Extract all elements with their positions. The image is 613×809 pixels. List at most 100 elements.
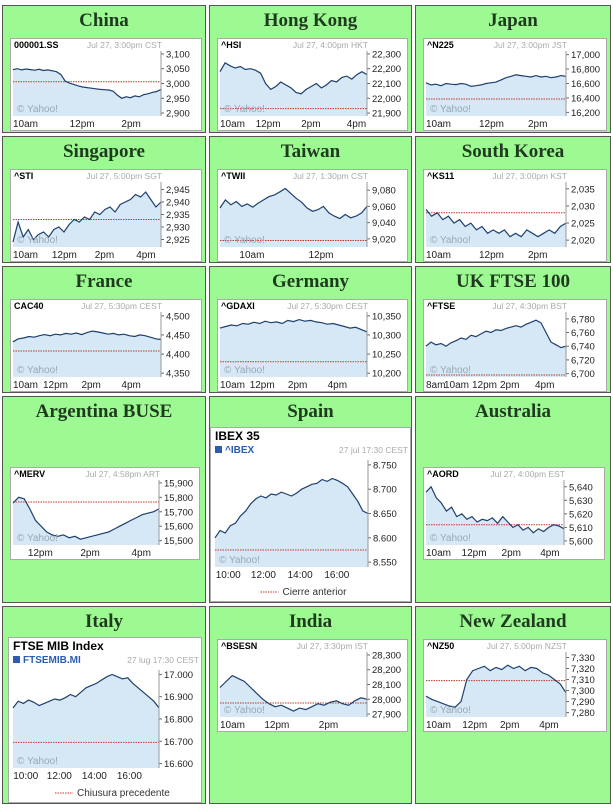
price-line (219, 61, 368, 95)
y-tick-label: 16,200 (571, 108, 600, 119)
market-cell-uk: UK FTSE 100 ^FTSE Jul 27, 4:30pm BST 6,780 6… (415, 266, 611, 393)
quote-date: Jul 27, 4:30pm BST (492, 301, 567, 311)
area-fill (426, 320, 566, 377)
y-tick-label: 3,100 (166, 49, 190, 60)
y-tick-label: 9,080 (372, 186, 396, 197)
y-tick-label: 7,320 (571, 664, 595, 675)
chart-panel[interactable]: ^NZ50 Jul 27, 5:00pm NZST 7,330 7,320 7,310 7… (423, 639, 607, 732)
ticker-symbol: ^NZ50 (427, 641, 454, 651)
y-tick-label: 16,400 (571, 93, 600, 104)
market-title[interactable]: Hong Kong (263, 10, 358, 31)
chart-panel[interactable]: ^HSI Jul 27, 4:00pm HKT 22,300 22,200 22,100… (217, 38, 408, 131)
market-title[interactable]: Japan (488, 10, 538, 31)
price-line (12, 191, 162, 243)
market-title[interactable]: New Zealand (459, 611, 567, 632)
x-tick-label: 10am (220, 380, 245, 391)
ticker-symbol: ^GDAXI (221, 301, 255, 311)
chart-panel[interactable]: ^GDAXI Jul 27, 5:30pm CEST 10,350 10,300 10,… (217, 299, 408, 392)
market-title[interactable]: France (75, 271, 133, 292)
x-tick-label: 10am (426, 548, 451, 559)
ticker-symbol: ^KS11 (427, 171, 454, 181)
quote-date: Jul 27, 4:00pm HKT (293, 40, 368, 50)
price-line (425, 209, 567, 238)
y-tick-label: 3,050 (166, 64, 190, 75)
chart-panel[interactable]: ^KS11 Jul 27, 3:00pm KST 2,035 2,030 2,025 2,… (423, 169, 607, 262)
y-tick-label: 15,900 (164, 478, 193, 489)
market-title[interactable]: Spain (287, 401, 334, 422)
ticker-symbol: ^BSESN (221, 641, 257, 651)
y-tick-label: 4,400 (166, 350, 190, 361)
market-cell-newzealand: New Zealand ^NZ50 Jul 27, 5:00pm NZST 7,330… (415, 606, 611, 804)
chart-panel[interactable]: FTSE MIB Index FTSEMIB.MI 27 lug 17:30 CES… (8, 637, 202, 803)
y-tick-label: 9,020 (372, 234, 396, 245)
x-tick-label: 10am (13, 380, 38, 391)
price-line (12, 496, 160, 540)
ticker-symbol: ^N225 (427, 40, 454, 50)
area-fill (13, 497, 159, 545)
ticker-symbol: 000001.SS (14, 40, 59, 50)
market-chart-germany: ^GDAXI Jul 27, 5:30pm CEST 10,350 10,300 10,… (219, 301, 401, 391)
market-title[interactable]: Taiwan (280, 141, 341, 162)
market-cell-germany: Germany ^GDAXI Jul 27, 5:30pm CEST 10,350 10… (209, 266, 412, 393)
x-tick-label: 10am (220, 720, 245, 731)
market-title[interactable]: Australia (475, 401, 551, 422)
y-tick-label: 5,630 (569, 496, 593, 507)
market-chart-southkorea: ^KS11 Jul 27, 3:00pm KST 2,035 2,030 2,025 2,… (425, 171, 595, 261)
x-tick-label: 14:00 (82, 771, 107, 782)
y-tick-label: 2,950 (166, 94, 190, 105)
chart-panel[interactable]: ^STI Jul 27, 5:00pm SGT 2,945 2,940 2,935 2,9… (10, 169, 202, 262)
market-title[interactable]: China (79, 10, 129, 31)
x-tick-label: 2pm (500, 720, 519, 731)
quote-date: Jul 27, 5:00pm SGT (86, 171, 162, 181)
market-title[interactable]: India (288, 611, 333, 632)
chart-panel[interactable]: ^FTSE Jul 27, 4:30pm BST 6,780 6,760 6,740 6,… (423, 299, 607, 392)
market-title[interactable]: Germany (271, 271, 350, 292)
y-tick-label: 2,030 (571, 201, 595, 212)
index-name: IBEX 35 (215, 429, 260, 443)
quote-date: 27 lug 17:30 CEST (127, 655, 199, 665)
market-title[interactable]: UK FTSE 100 (455, 271, 571, 292)
market-cell-india: India ^BSESN Jul 27, 3:30pm IST 28,300 28,20… (209, 606, 412, 804)
market-title[interactable]: South Korea (461, 141, 565, 162)
x-tick-label: 16:00 (324, 570, 349, 581)
x-tick-label: 10am (426, 250, 451, 261)
y-tick-label: 15,600 (164, 522, 193, 533)
y-tick-label: 22,100 (372, 79, 401, 90)
x-tick-label: 4pm (136, 250, 155, 261)
x-tick-label: 12pm (43, 380, 68, 391)
chart-panel[interactable]: ^N225 Jul 27, 3:00pm JST 17,000 16,800 16,60… (423, 38, 607, 131)
chart-panel[interactable]: IBEX 35 ^IBEX 27 jul 17:30 CEST 8.750 8.700 8… (210, 427, 411, 602)
x-tick-label: 2pm (528, 250, 547, 261)
y-tick-label: 8.600 (373, 533, 397, 544)
quote-date: Jul 27, 3:00pm KST (492, 171, 567, 181)
chart-panel[interactable]: 000001.SS Jul 27, 3:00pm CST 3,100 3,050 3,0… (10, 38, 202, 131)
yahoo-watermark: © Yahoo! (430, 533, 471, 544)
y-tick-label: 7,290 (571, 697, 595, 708)
price-line (214, 477, 369, 539)
y-tick-label: 2,020 (571, 236, 595, 247)
chart-panel[interactable]: ^BSESN Jul 27, 3:30pm IST 28,300 28,200 28,1… (217, 639, 408, 732)
yahoo-watermark: © Yahoo! (17, 756, 58, 767)
market-title[interactable]: Italy (85, 611, 123, 632)
price-line (425, 319, 567, 349)
y-tick-label: 22,000 (372, 94, 401, 105)
x-tick-label: 12pm (250, 380, 275, 391)
market-title[interactable]: Argentina BUSE (35, 401, 173, 422)
market-title[interactable]: Singapore (62, 141, 145, 162)
chart-panel[interactable]: CAC40 Jul 27, 5:30pm CEST 4,500 4,450 4,400 4… (10, 299, 202, 392)
x-tick-label: 2pm (528, 119, 547, 130)
chart-panel[interactable]: ^MERV Jul 27, 4:58pm ART 15,900 15,800 15,70… (10, 467, 200, 560)
y-tick-label: 7,300 (571, 686, 595, 697)
x-tick-label: 12pm (472, 380, 497, 391)
market-cell-japan: Japan ^N225 Jul 27, 3:00pm JST 17,000 16,800… (415, 5, 611, 133)
market-chart-india: ^BSESN Jul 27, 3:30pm IST 28,300 28,200 28,1… (219, 641, 401, 731)
ticker-symbol: CAC40 (14, 301, 44, 311)
yahoo-watermark: © Yahoo! (430, 705, 471, 716)
price-line (425, 664, 567, 708)
y-tick-label: 6,760 (571, 328, 595, 339)
chart-panel[interactable]: ^TWII Jul 27, 1:30pm CST 9,080 9,060 9,040 9,… (217, 169, 408, 262)
chart-panel[interactable]: ^AORD Jul 27, 4:00pm EST 5,640 5,630 5,620 5,… (423, 467, 605, 560)
market-cell-spain: Spain IBEX 35 ^IBEX 27 jul 17:30 CEST 8.750 8… (209, 396, 412, 603)
y-tick-label: 5,620 (569, 509, 593, 520)
legend-label: Cierre anterior (283, 587, 348, 598)
